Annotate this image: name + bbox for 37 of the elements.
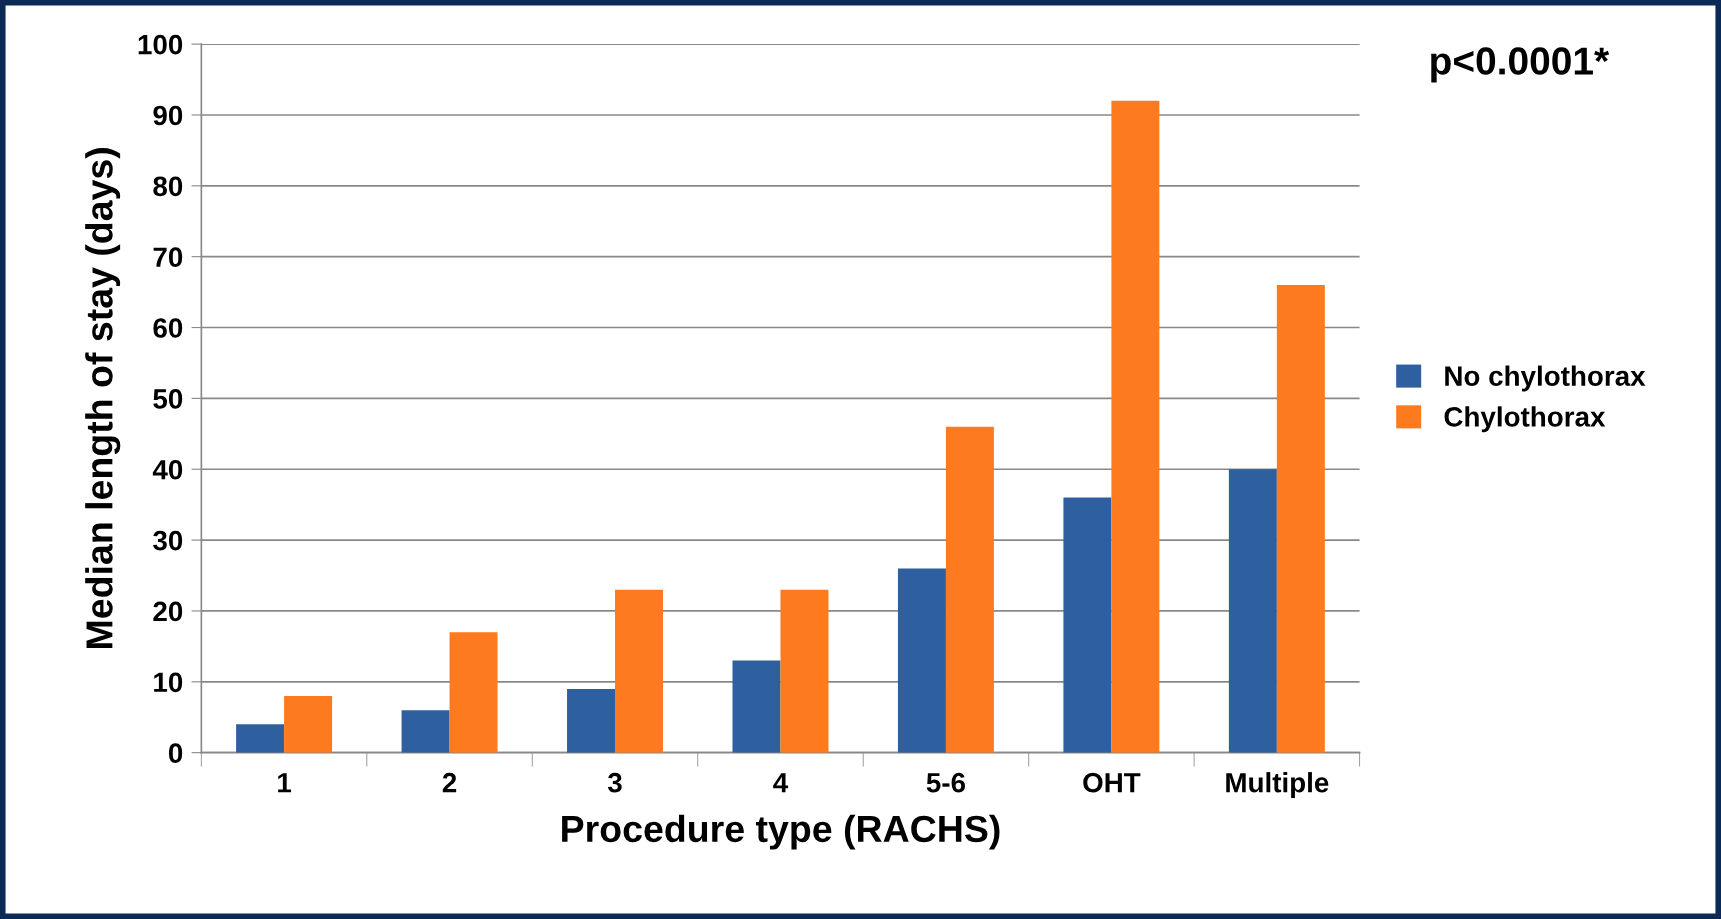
x-axis-title: Procedure type (RACHS) [562,814,1000,850]
y-tick-label: 0 [168,743,183,763]
x-tick-label: 2 [442,772,457,793]
y-tick-label: 50 [153,389,183,409]
bar [449,632,498,753]
bar [780,589,829,753]
bar [284,695,333,753]
bar [897,568,946,753]
x-tick-label: 1 [278,773,292,793]
bar [615,589,663,753]
bar [401,710,450,753]
bar [236,724,285,753]
bar [1063,497,1112,753]
x-tick-label: 4 [773,773,789,793]
legend-label: No chylothorax [1445,365,1646,392]
x-tick-label: OHT [1083,772,1141,793]
y-tick-label: 90 [153,105,183,126]
y-tick-label: 30 [153,530,183,551]
x-tick-label: 5-6 [926,772,966,793]
y-axis-title: Median length of stay (days) [85,148,121,648]
text: p<0.0001* [1431,47,1610,83]
y-tick-label: 100 [138,34,183,55]
x-tick-label: Multiple [1226,772,1329,798]
bar [945,426,994,753]
bar [1111,100,1160,753]
x-tick-label: 3 [607,772,622,793]
y-tick-label: 70 [153,247,183,268]
y-tick-label: 20 [153,601,183,622]
bar [732,660,781,753]
y-tick-label: 80 [153,176,183,197]
y-tick-label: 40 [152,459,183,480]
bar [567,688,616,753]
y-tick-label: 60 [153,318,183,338]
bar [1276,285,1325,753]
y-tick-label: 10 [154,672,183,693]
bar [1228,469,1277,753]
legend-label: Chylothorax [1444,406,1606,433]
